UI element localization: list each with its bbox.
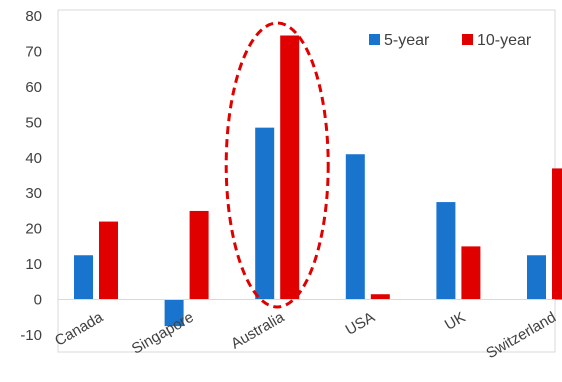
legend-swatch-10-year (462, 34, 473, 45)
highlight-ellipse (224, 21, 330, 309)
bar-singapore-5-year (164, 299, 184, 327)
y-axis: -10 0 10 20 30 40 50 60 70 80 (20, 8, 42, 344)
bar-singapore-10-year (189, 210, 209, 300)
y-tick-label: 40 (25, 150, 42, 167)
bar-canada-10-year (99, 221, 118, 300)
y-tick-label: 60 (25, 79, 42, 96)
x-axis: Canada Singapore Australia USA UK Switzerland (52, 308, 559, 362)
bar-uk-10-year (461, 246, 481, 300)
bar-switzerland-10-year (552, 168, 562, 300)
legend: 5-year 10-year (369, 32, 532, 49)
bar-usa-5-year (345, 154, 365, 300)
legend-label-5-year: 5-year (384, 32, 430, 49)
y-tick-label: -10 (20, 327, 42, 344)
x-tick-label-singapore: Singapore (129, 309, 197, 358)
plot-border (57, 9, 556, 353)
y-tick-label: 20 (25, 221, 42, 238)
y-tick-label: 70 (25, 43, 42, 60)
y-tick-label: 80 (25, 8, 42, 25)
x-tick-label-uk: UK (442, 309, 469, 334)
x-tick-label-canada: Canada (52, 308, 107, 349)
bar-canada-5-year (74, 255, 93, 300)
plot-frame (57, 9, 556, 353)
y-tick-label: 10 (25, 256, 42, 273)
y-tick-label: 30 (25, 185, 42, 202)
legend-label-10-year: 10-year (477, 32, 532, 49)
y-tick-label: 50 (25, 114, 42, 131)
x-tick-label-australia: Australia (228, 308, 288, 352)
bar-uk-5-year (436, 202, 456, 300)
bar-australia-10-year (280, 35, 300, 300)
bars (74, 35, 562, 327)
bar-usa-10-year (370, 294, 390, 300)
legend-swatch-5-year (369, 34, 380, 45)
x-tick-label-usa: USA (343, 309, 378, 339)
highlight-ellipse-australia (224, 21, 330, 309)
y-tick-label: 0 (34, 292, 42, 309)
bar-switzerland-5-year (527, 255, 546, 300)
bar-australia-5-year (255, 127, 275, 300)
x-tick-label-switzerland: Switzerland (483, 309, 559, 362)
